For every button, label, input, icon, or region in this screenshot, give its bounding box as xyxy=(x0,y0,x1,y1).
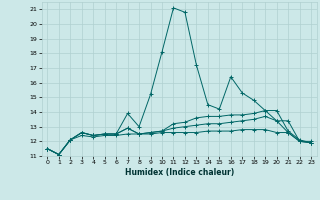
X-axis label: Humidex (Indice chaleur): Humidex (Indice chaleur) xyxy=(124,168,234,177)
